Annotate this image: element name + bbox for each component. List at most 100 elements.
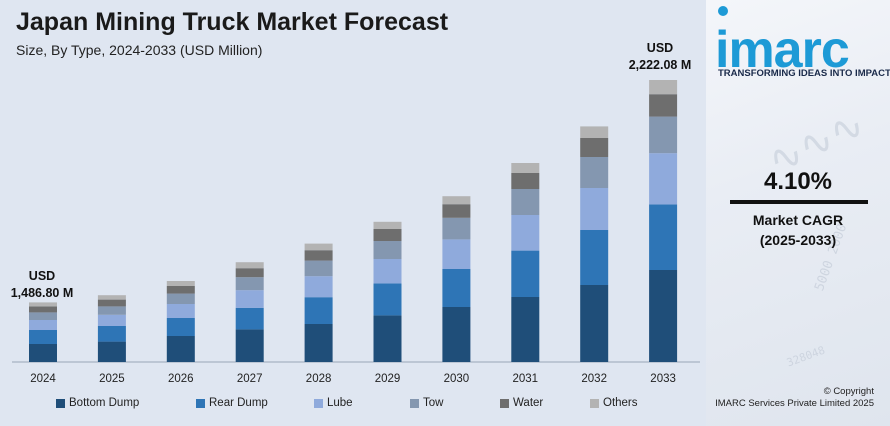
bar-segment-2024-tow: [29, 312, 57, 320]
copyright-line-2: IMARC Services Private Limited 2025: [715, 398, 874, 410]
bar-segment-2027-lube: [235, 290, 264, 308]
bar-segment-2024-water: [29, 306, 57, 313]
chart-panel: Japan Mining Truck Market Forecast Size,…: [10, 8, 700, 409]
legend: Bottom Dump Rear Dump Lube Tow Water Others: [56, 397, 670, 409]
x-tick-label-2024: 2024: [30, 373, 56, 385]
bar-segment-2024-others: [29, 302, 57, 307]
legend-swatch: [410, 398, 419, 408]
bar-segment-2026-rear-dump: [166, 318, 195, 336]
cagr-label: Market CAGR: [752, 212, 844, 228]
bar-segment-2024-rear-dump: [29, 330, 57, 344]
bar-segment-2030-bottom-dump: [442, 307, 471, 362]
bar-segment-2029-tow: [373, 241, 402, 259]
x-tick-label-2026: 2026: [168, 373, 194, 385]
brand-tagline: TRANSFORMING IDEAS INTO IMPACT: [718, 68, 890, 79]
bar-segment-2027-water: [235, 268, 264, 278]
legend-swatch: [314, 398, 323, 408]
bar-segment-2024-lube: [29, 320, 57, 330]
bar-segment-2033-lube: [649, 153, 678, 205]
legend-label: Tow: [423, 397, 444, 409]
bar-segment-2033-others: [649, 80, 678, 95]
legend-swatch: [590, 398, 599, 408]
bar-segment-2028-tow: [304, 260, 333, 277]
bar-segment-2030-tow: [442, 217, 471, 240]
bar-segment-2025-water: [97, 299, 126, 307]
legend-label: Water: [513, 397, 544, 409]
bar-segment-2032-tow: [580, 157, 609, 188]
bar-segment-2026-water: [166, 286, 195, 294]
copyright-line-1: © Copyright: [823, 386, 874, 397]
bar-segment-2029-water: [373, 229, 402, 241]
bar-segment-2028-bottom-dump: [304, 324, 333, 362]
bar-segment-2029-rear-dump: [373, 283, 402, 316]
bar-segment-2033-bottom-dump: [649, 270, 678, 362]
bar-segment-2031-bottom-dump: [511, 297, 540, 362]
bar-segment-2032-others: [580, 126, 609, 138]
legend-swatch: [196, 398, 205, 408]
bar-segment-2030-lube: [442, 239, 471, 269]
bar-segment-2032-bottom-dump: [580, 285, 609, 362]
bar-segment-2033-rear-dump: [649, 204, 678, 270]
cagr-divider: [730, 200, 868, 204]
bar-segment-2025-lube: [97, 314, 126, 326]
cagr-value: 4.10%: [763, 168, 833, 195]
cagr-period: (2025-2033): [759, 232, 837, 248]
bar-segment-2025-tow: [97, 306, 126, 315]
legend-swatch: [500, 398, 509, 408]
legend-item-tow: Tow: [410, 397, 500, 409]
bar-segment-2027-others: [235, 262, 264, 269]
bar-segment-2025-others: [97, 295, 126, 300]
legend-swatch: [56, 398, 65, 408]
chart-subtitle: Size, By Type, 2024-2033 (USD Million): [16, 42, 263, 58]
legend-item-others: Others: [590, 397, 670, 409]
bar-segment-2032-water: [580, 138, 609, 157]
stacked-bar-chart: USD 1,486.80 M USD 2,222.08 M 2024 2025 20…: [11, 41, 700, 385]
x-tick-label-2027: 2027: [237, 373, 263, 385]
legend-item-rear-dump: Rear Dump: [196, 397, 314, 409]
bar-segment-2029-bottom-dump: [373, 315, 402, 362]
bar-segment-2028-lube: [304, 276, 333, 298]
logo-dot: [718, 6, 728, 16]
imarc-logo: imarc: [715, 21, 850, 79]
bar-segment-2027-tow: [235, 277, 264, 291]
x-tick-label-2030: 2030: [444, 373, 470, 385]
legend-label: Bottom Dump: [69, 397, 140, 409]
bar-segment-2033-water: [649, 94, 678, 117]
bar-segment-2031-lube: [511, 215, 540, 251]
bar-segment-2031-tow: [511, 189, 540, 215]
bar-segment-2026-bottom-dump: [166, 336, 195, 362]
copyright-notice: © Copyright IMARC Services Private Limit…: [706, 386, 874, 411]
x-tick-label-2025: 2025: [99, 373, 125, 385]
bar-segment-2028-rear-dump: [304, 297, 333, 324]
legend-item-water: Water: [500, 397, 590, 409]
bar-segment-2030-others: [442, 196, 471, 205]
legend-label: Lube: [327, 397, 353, 409]
bar-segment-2025-rear-dump: [97, 326, 126, 342]
x-tick-label-2028: 2028: [306, 373, 332, 385]
bar-segment-2031-rear-dump: [511, 250, 540, 297]
x-tick-label-2029: 2029: [375, 373, 401, 385]
bar-segment-2025-bottom-dump: [97, 341, 126, 362]
bar-segment-2027-bottom-dump: [235, 329, 264, 362]
bar-segment-2026-tow: [166, 293, 195, 304]
bars-group: [29, 80, 678, 362]
bar-segment-2024-bottom-dump: [29, 344, 57, 362]
bar-segment-2030-rear-dump: [442, 269, 471, 307]
bar-segment-2031-water: [511, 173, 540, 189]
bar-segment-2030-water: [442, 204, 471, 218]
bar-segment-2032-rear-dump: [580, 230, 609, 285]
legend-item-lube: Lube: [314, 397, 410, 409]
bar-segment-2026-others: [166, 281, 195, 286]
x-tick-label-2032: 2032: [581, 373, 607, 385]
x-tick-labels: 2024 2025 2026 2027 2028 2029 2030 2031 2032 2033: [30, 373, 676, 385]
brand-panel: ∿∿∿ 5000 2000 328048 imarc TRANSFORMING …: [706, 0, 890, 426]
end-total-label: 2,222.08 M: [629, 58, 692, 72]
bar-segment-2028-water: [304, 250, 333, 261]
start-currency-label: USD: [29, 269, 55, 283]
legend-label: Others: [603, 397, 638, 409]
bar-segment-2028-others: [304, 243, 333, 251]
bar-segment-2027-rear-dump: [235, 307, 264, 330]
end-currency-label: USD: [647, 41, 673, 55]
bar-segment-2032-lube: [580, 188, 609, 230]
